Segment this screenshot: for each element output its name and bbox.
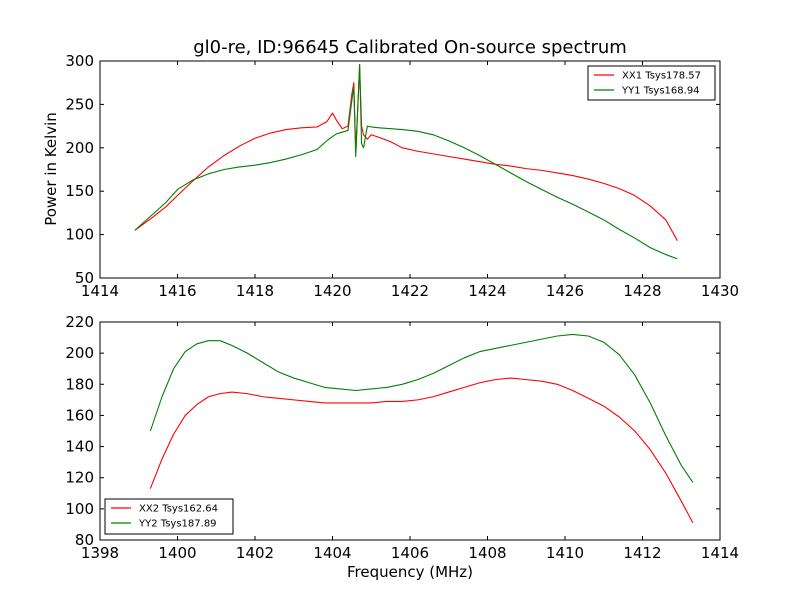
top-panel-legend: XX1 Tsys178.57 YY1 Tsys168.94 — [587, 65, 716, 101]
top-panel-y-tick-label: 250 — [65, 95, 94, 113]
bottom-panel-legend-box — [104, 498, 234, 535]
bottom-panel-y-tick-label: 120 — [65, 469, 94, 487]
top-panel-x-tick-label: 1416 — [158, 282, 196, 300]
bottom-panel-y-tick-label: 160 — [65, 406, 94, 424]
bottom-panel-plot-area: 1398 1400 1402 1404 1406 1408 1410 1412 1414 80 10… — [65, 313, 739, 562]
top-panel-title: gl0-re, ID:96645 Calibrated On-source sp… — [193, 37, 627, 58]
bottom-panel-y-tick-label: 80 — [75, 531, 94, 549]
bottom-panel-x-tick-label: 1410 — [546, 544, 584, 562]
bottom-panel-x-tick-label: 1408 — [468, 544, 506, 562]
bottom-panel-legend: XX2 Tsys162.64 YY2 Tsys187.89 — [104, 498, 234, 535]
bottom-panel-x-tick-label: 1412 — [623, 544, 661, 562]
top-panel-x-tick-label: 1414 — [81, 282, 119, 300]
top-panel-y-tick-label: 100 — [65, 226, 94, 244]
top-panel-legend-box — [587, 65, 716, 101]
top-panel-series-green-line — [134, 63, 678, 260]
bottom-panel-y-tick-label: 180 — [65, 375, 94, 393]
bottom-panel-y-tick-label: 200 — [65, 344, 94, 362]
bottom-panel-series-red-line — [149, 377, 694, 524]
top-panel-y-axis-label: Power in Kelvin — [42, 112, 60, 226]
top-panel-x-tick-label: 1418 — [236, 282, 274, 300]
bottom-panel-x-tick-label: 1414 — [701, 544, 739, 562]
top-panel-plot-area: 1414 1416 1418 1420 1422 1424 1426 1428 1430 50 10… — [65, 52, 739, 300]
bottom-panel-x-tick-label: 1402 — [236, 544, 274, 562]
bottom-panel-legend-label: XX2 Tsys162.64 — [139, 504, 218, 515]
bottom-panel-legend-label: YY2 Tsys187.89 — [138, 519, 217, 530]
bottom-panel-x-tick-label: 1404 — [313, 544, 351, 562]
bottom-panel-y-tick-label: 220 — [65, 313, 94, 331]
top-panel-series-red-line — [134, 64, 678, 241]
bottom-panel-series-group — [149, 333, 694, 524]
top-panel-x-tick-label: 1430 — [701, 282, 739, 300]
top-panel-y-tick-label: 300 — [65, 52, 94, 70]
bottom-panel-x-tick-label: 1398 — [81, 544, 119, 562]
top-panel-x-tick-label: 1428 — [623, 282, 661, 300]
top-panel-x-tick-label: 1424 — [468, 282, 506, 300]
top-panel-legend-label: XX1 Tsys178.57 — [622, 71, 701, 82]
bottom-panel-y-tick-label: 100 — [65, 500, 94, 518]
top-panel-x-tick-label: 1420 — [313, 282, 351, 300]
bottom-panel-x-tick-label: 1400 — [158, 544, 196, 562]
top-panel-y-tick-label: 200 — [65, 139, 94, 157]
bottom-panel-x-axis-label: Frequency (MHz) — [347, 563, 473, 581]
bottom-panel-x-tick-label: 1406 — [391, 544, 429, 562]
top-panel-x-tick-label: 1422 — [391, 282, 429, 300]
top-panel-y-tick-label: 150 — [65, 182, 94, 200]
bottom-panel-series-green-line — [149, 333, 694, 483]
top-panel-x-tick-label: 1426 — [546, 282, 584, 300]
top-panel-legend-label: YY1 Tsys168.94 — [621, 86, 700, 97]
bottom-panel-y-tick-label: 140 — [65, 438, 94, 456]
top-panel: gl0-re, ID:96645 Calibrated On-source sp… — [42, 37, 739, 300]
bottom-panel: Frequency (MHz) 1398 1400 1402 1404 1406 1408… — [65, 313, 739, 581]
top-panel-series-group — [134, 63, 678, 260]
top-panel-y-tick-label: 50 — [75, 269, 94, 287]
